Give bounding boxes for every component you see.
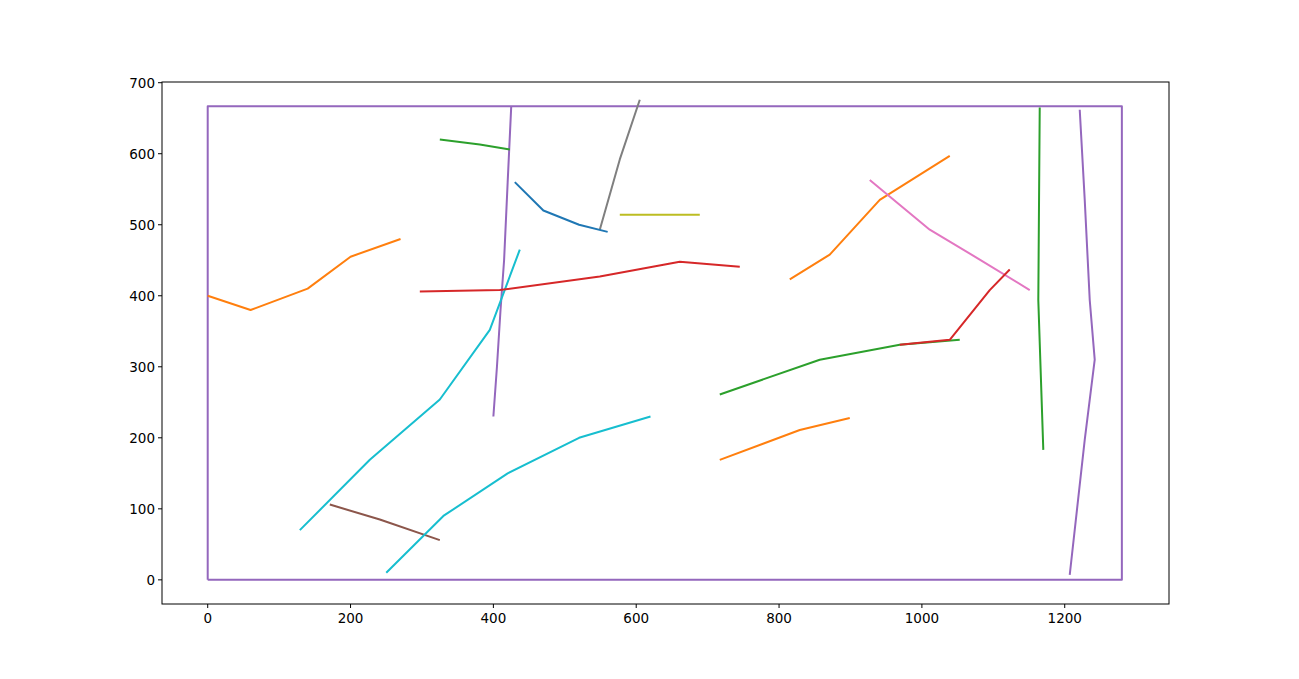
y-tick-label: 100 [129, 501, 155, 517]
background [0, 0, 1299, 679]
x-tick-label: 1200 [1048, 610, 1082, 626]
contour-line [1070, 110, 1095, 575]
x-tick-label: 800 [766, 610, 792, 626]
contour-line [720, 340, 960, 395]
x-tick [636, 604, 637, 608]
y-tick [158, 366, 162, 367]
y-tick-label: 500 [129, 217, 155, 233]
contour-line [790, 156, 950, 280]
contour-line [208, 106, 1122, 580]
x-tick [921, 604, 922, 608]
chart: 0 200 400 600 800 1000 1200 0 100 200 300 400 500 600… [0, 0, 1299, 679]
contour-line [420, 262, 740, 292]
x-tick-label: 600 [623, 610, 649, 626]
contour-line [720, 418, 850, 460]
y-tick [158, 295, 162, 296]
contour-line [440, 140, 510, 150]
contour-line [515, 182, 608, 232]
y-tick-label: 400 [129, 288, 155, 304]
contour-line [208, 239, 401, 310]
y-tick [158, 579, 162, 580]
x-tick [207, 604, 208, 608]
contour-line [600, 100, 640, 230]
axes-frame [162, 82, 1169, 604]
contour-line [386, 417, 650, 573]
x-tick-label: 200 [338, 610, 364, 626]
y-tick-label: 600 [129, 146, 155, 162]
y-tick-label: 300 [129, 359, 155, 375]
x-tick [493, 604, 494, 608]
x-tick [350, 604, 351, 608]
y-tick [158, 153, 162, 154]
x-tick [779, 604, 780, 608]
y-tick-label: 200 [129, 430, 155, 446]
y-tick-label: 0 [146, 572, 155, 588]
y-tick-label: 700 [129, 75, 155, 91]
contour-line [900, 269, 1010, 344]
plot-area [208, 100, 1122, 580]
x-tick-label: 400 [480, 610, 506, 626]
y-tick [158, 82, 162, 83]
x-tick-label: 1000 [905, 610, 939, 626]
contour-line [620, 214, 700, 216]
x-tick [1064, 604, 1065, 608]
x-tick-label: 0 [203, 610, 212, 626]
contour-line [493, 106, 511, 416]
contour-line [1038, 108, 1043, 450]
y-tick [158, 437, 162, 438]
y-tick [158, 224, 162, 225]
y-tick [158, 508, 162, 509]
